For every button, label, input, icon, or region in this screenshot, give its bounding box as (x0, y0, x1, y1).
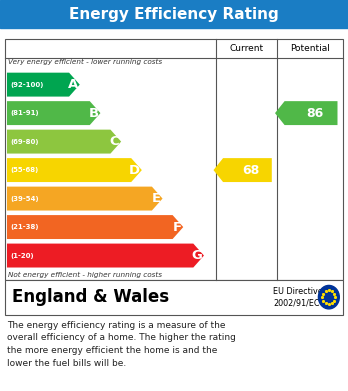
Text: E: E (152, 192, 161, 205)
Text: D: D (129, 163, 140, 177)
Text: Very energy efficient - lower running costs: Very energy efficient - lower running co… (8, 59, 162, 65)
Bar (0, 0, 348, 28)
Polygon shape (7, 101, 101, 125)
Polygon shape (7, 158, 142, 182)
Text: (81-91): (81-91) (10, 110, 39, 116)
Text: C: C (110, 135, 119, 148)
Text: Potential: Potential (290, 44, 330, 53)
Text: Current: Current (229, 44, 263, 53)
Polygon shape (7, 130, 121, 154)
Text: Energy Efficiency Rating: Energy Efficiency Rating (69, 7, 279, 22)
Polygon shape (7, 187, 163, 210)
Text: A: A (68, 78, 78, 91)
Text: 86: 86 (306, 107, 323, 120)
Text: (21-38): (21-38) (10, 224, 39, 230)
Polygon shape (275, 101, 338, 125)
Text: The energy efficiency rating is a measure of the
overall efficiency of a home. T: The energy efficiency rating is a measur… (7, 321, 236, 368)
Text: (92-100): (92-100) (10, 82, 44, 88)
Polygon shape (7, 244, 204, 267)
Text: (1-20): (1-20) (10, 253, 34, 258)
Text: G: G (191, 249, 202, 262)
Text: (39-54): (39-54) (10, 196, 39, 202)
Text: 68: 68 (242, 163, 260, 177)
Polygon shape (7, 215, 183, 239)
Polygon shape (213, 158, 272, 182)
Bar (5, 280, 343, 315)
Text: EU Directive
2002/91/EC: EU Directive 2002/91/EC (273, 287, 323, 308)
Text: (69-80): (69-80) (10, 138, 39, 145)
Text: England & Wales: England & Wales (12, 288, 169, 306)
Text: Not energy efficient - higher running costs: Not energy efficient - higher running co… (8, 272, 162, 278)
Polygon shape (7, 73, 80, 97)
Circle shape (318, 285, 339, 309)
Bar (5, 39, 343, 280)
Text: B: B (89, 107, 99, 120)
Text: F: F (172, 221, 182, 233)
Text: (55-68): (55-68) (10, 167, 39, 173)
